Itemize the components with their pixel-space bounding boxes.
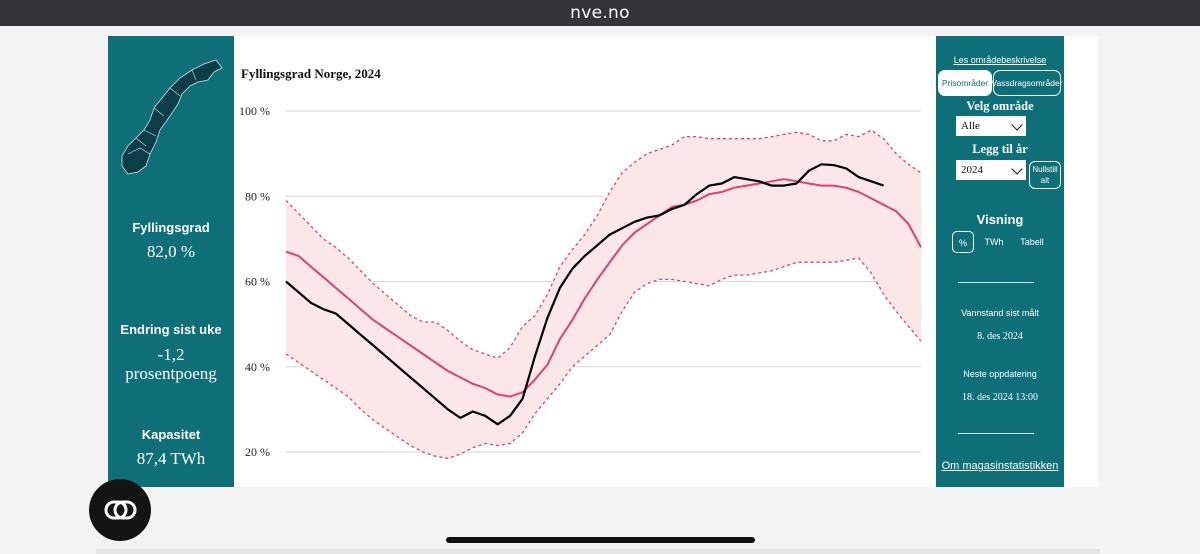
- link-button[interactable]: [89, 479, 151, 541]
- fyllingsgrad-chart: Fyllingsgrad Norge, 2024 20 % 40 % 60 % 80 …: [234, 36, 936, 487]
- norway-map-icon: [121, 59, 223, 175]
- legg-til-ar-label: Legg til år: [972, 142, 1028, 156]
- nullstill-line2: alt: [1040, 176, 1050, 185]
- endring-unit: prosentpoeng: [125, 364, 217, 383]
- chart-plot: 20 % 40 % 60 % 80 % 100 %: [239, 104, 922, 460]
- visning-label: Visning: [976, 212, 1024, 227]
- min-max-band: [286, 130, 921, 459]
- y-tick-label: 20 %: [245, 445, 270, 459]
- home-indicator[interactable]: [446, 537, 755, 543]
- y-tick-label: 80 %: [245, 189, 270, 203]
- omrade-select[interactable]: Alle: [956, 116, 1026, 136]
- series-line-min: [285, 257, 922, 460]
- visning-option-percent[interactable]: %: [952, 231, 974, 253]
- kapasitet-value: 87,4 TWh: [136, 449, 206, 468]
- om-magasinstatistikken-link[interactable]: Om magasinstatistikken: [941, 460, 1059, 472]
- left-stats-panel: Fyllingsgrad 82,0 % Endring sist uke -1,…: [108, 36, 234, 487]
- tab-prisomrader[interactable]: Prisområder: [938, 70, 992, 96]
- bottom-strip: [96, 549, 1100, 554]
- link-icon: [104, 500, 137, 520]
- chevron-down-icon: [1011, 163, 1023, 175]
- ar-select[interactable]: 2024: [956, 160, 1026, 180]
- omrade-description-link[interactable]: Les områdebeskrivelse: [953, 55, 1047, 65]
- nullstill-button[interactable]: Nullstill alt: [1029, 161, 1061, 189]
- vannstand-label: Vannstand sist målt: [961, 308, 1039, 318]
- neste-oppdatering-value: 18. des 2024 13:00: [961, 392, 1039, 403]
- series-line-max: [285, 129, 922, 359]
- vannstand-value: 8. des 2024: [977, 331, 1023, 342]
- visning-option-twh[interactable]: TWh: [984, 237, 1004, 247]
- chart-title: Fyllingsgrad Norge, 2024: [241, 66, 381, 81]
- series-line-median: [285, 178, 922, 398]
- series-line-year_2024: [285, 163, 884, 426]
- endring-label: Endring sist uke: [120, 322, 222, 337]
- ar-select-value: 2024: [961, 164, 983, 176]
- neste-oppdatering-label: Neste oppdatering: [963, 369, 1037, 379]
- tab-vassdragsomrader[interactable]: Vassdragsområder: [991, 70, 1063, 96]
- browser-address-bar[interactable]: nve.no: [0, 0, 1200, 26]
- chevron-down-icon: [1011, 119, 1023, 131]
- y-tick-label: 100 %: [239, 104, 270, 118]
- endring-value: -1,2: [157, 345, 185, 364]
- right-controls-panel: Les områdebeskrivelse Prisområder Vassdr…: [936, 36, 1064, 487]
- divider: [958, 433, 1034, 434]
- omrade-select-value: Alle: [961, 120, 980, 132]
- nullstill-line1: Nullstill: [1032, 165, 1058, 174]
- fyllingsgrad-value: 82,0 %: [146, 242, 196, 261]
- url-text: nve.no: [570, 3, 630, 23]
- velg-omrade-label: Velg område: [966, 99, 1034, 113]
- y-tick-label: 40 %: [245, 360, 270, 374]
- visning-option-tabell[interactable]: Tabell: [1020, 237, 1044, 247]
- kapasitet-label: Kapasitet: [141, 427, 201, 442]
- fyllingsgrad-label: Fyllingsgrad: [132, 220, 210, 235]
- nve-page: Fyllingsgrad 82,0 % Endring sist uke -1,…: [108, 36, 1098, 487]
- divider: [958, 282, 1034, 283]
- y-tick-label: 60 %: [245, 275, 270, 289]
